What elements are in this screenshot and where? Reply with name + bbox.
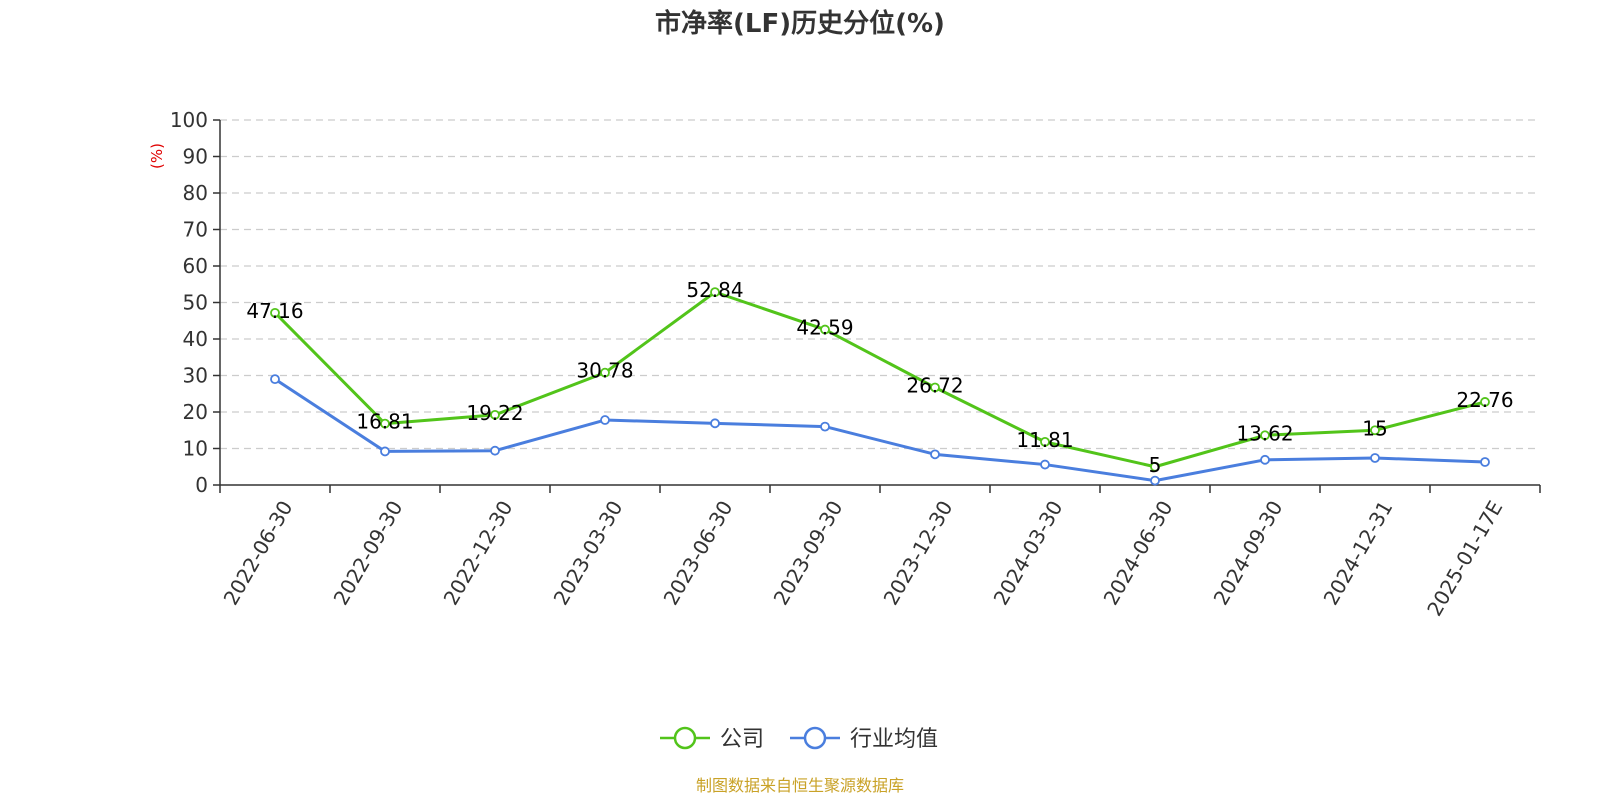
data-label-company-8: 5 bbox=[1149, 453, 1162, 477]
series-group bbox=[270, 287, 1490, 486]
data-label-company-6: 26.72 bbox=[906, 373, 963, 397]
y-tick-label-80: 80 bbox=[183, 181, 208, 205]
y-tick-label-100: 100 bbox=[170, 108, 208, 132]
point-company-3 bbox=[600, 367, 610, 378]
point-industry-average-6 bbox=[930, 449, 940, 460]
y-tick-label-20: 20 bbox=[183, 400, 208, 424]
point-industry-average-8 bbox=[1150, 475, 1160, 486]
x-tick-label-2022-06-30: 2022-06-30 bbox=[219, 497, 298, 610]
x-tick-label-2024-12-31: 2024-12-31 bbox=[1319, 497, 1398, 610]
point-company-6 bbox=[930, 382, 940, 393]
x-tick-label-2024-03-30: 2024-03-30 bbox=[989, 497, 1068, 610]
point-company-9 bbox=[1260, 430, 1270, 441]
point-company-11 bbox=[1480, 397, 1490, 407]
point-industry-average-9 bbox=[1260, 454, 1270, 465]
x-ticks: 2022-06-30 2022-09-30 2022-12-30 2023-03-30… bbox=[219, 485, 1541, 621]
y-axis-label: (%) bbox=[148, 143, 166, 169]
gridlines bbox=[220, 119, 1540, 450]
chart-title: 市净率(LF)历史分位(%) bbox=[655, 8, 945, 39]
y-tick-label-70: 70 bbox=[183, 218, 208, 242]
x-tick-label-2023-12-30: 2023-12-30 bbox=[879, 497, 958, 610]
y-ticks: 0 10 20 30 40 50 60 70 80 90 100 bbox=[170, 108, 220, 497]
point-industry-average-10 bbox=[1370, 453, 1380, 463]
x-tick-label-2024-06-30: 2024-06-30 bbox=[1099, 497, 1178, 610]
point-company-7 bbox=[1040, 436, 1050, 447]
data-label-company-9: 13.62 bbox=[1236, 421, 1293, 445]
y-tick-label-30: 30 bbox=[183, 364, 208, 388]
data-label-company-5: 42.59 bbox=[796, 316, 853, 340]
point-company-0 bbox=[270, 307, 280, 318]
data-label-company-2: 19.22 bbox=[466, 401, 523, 425]
point-company-5 bbox=[820, 324, 830, 335]
point-company-4 bbox=[710, 287, 720, 298]
legend-item-company[interactable]: 公司 bbox=[660, 726, 764, 752]
legend-swatch-company-marker bbox=[673, 726, 697, 750]
series-line-industry-average bbox=[274, 377, 1486, 483]
point-industry-average-7 bbox=[1040, 459, 1050, 470]
legend[interactable]: 公司 行业均值 bbox=[660, 726, 938, 752]
y-tick-label-0: 0 bbox=[195, 473, 208, 497]
point-industry-average-4 bbox=[710, 418, 720, 429]
source-note: 制图数据来自恒生聚源数据库 bbox=[696, 776, 904, 795]
data-label-company-1: 16.81 bbox=[356, 410, 413, 434]
x-tick-label-2025-01-17E: 2025-01-17E bbox=[1422, 497, 1507, 621]
legend-item-industry-average[interactable]: 行业均值 bbox=[790, 726, 938, 752]
data-labels: 47.16 16.81 19.22 30.78 52.84 42.59 26.72 11.81… bbox=[246, 278, 1513, 477]
point-industry-average-1 bbox=[380, 446, 390, 457]
legend-label-company: 公司 bbox=[720, 727, 764, 752]
y-tick-label-50: 50 bbox=[183, 291, 208, 315]
point-company-10 bbox=[1370, 425, 1380, 436]
data-label-company-4: 52.84 bbox=[686, 278, 743, 302]
point-industry-average-11 bbox=[1480, 457, 1490, 467]
x-tick-label-2023-06-30: 2023-06-30 bbox=[659, 497, 738, 610]
data-label-company-7: 11.81 bbox=[1016, 428, 1073, 452]
y-tick-label-10: 10 bbox=[183, 437, 208, 461]
y-tick-label-40: 40 bbox=[183, 327, 208, 351]
legend-swatch-industry-marker bbox=[803, 726, 827, 750]
data-label-company-0: 47.16 bbox=[246, 299, 303, 323]
x-tick-label-2023-03-30: 2023-03-30 bbox=[549, 497, 628, 610]
data-label-company-10: 15 bbox=[1362, 416, 1387, 440]
point-industry-average-2 bbox=[490, 445, 500, 456]
point-company-1 bbox=[380, 418, 390, 429]
point-industry-average-0 bbox=[270, 374, 280, 385]
data-label-company-11: 22.76 bbox=[1456, 388, 1513, 412]
x-tick-label-2024-09-30: 2024-09-30 bbox=[1209, 497, 1288, 610]
y-tick-label-60: 60 bbox=[183, 254, 208, 278]
y-tick-label-90: 90 bbox=[183, 145, 208, 169]
point-industry-average-3 bbox=[600, 415, 610, 425]
x-tick-label-2022-12-30: 2022-12-30 bbox=[439, 497, 518, 610]
series-line-company bbox=[273, 290, 1486, 469]
data-label-company-3: 30.78 bbox=[576, 359, 633, 383]
legend-label-industry-average: 行业均值 bbox=[850, 727, 938, 752]
x-tick-label-2023-09-30: 2023-09-30 bbox=[769, 497, 848, 610]
point-industry-average-5 bbox=[820, 421, 830, 432]
x-tick-label-2022-09-30: 2022-09-30 bbox=[329, 497, 408, 610]
point-company-8 bbox=[1150, 461, 1160, 472]
point-company-2 bbox=[490, 409, 500, 420]
